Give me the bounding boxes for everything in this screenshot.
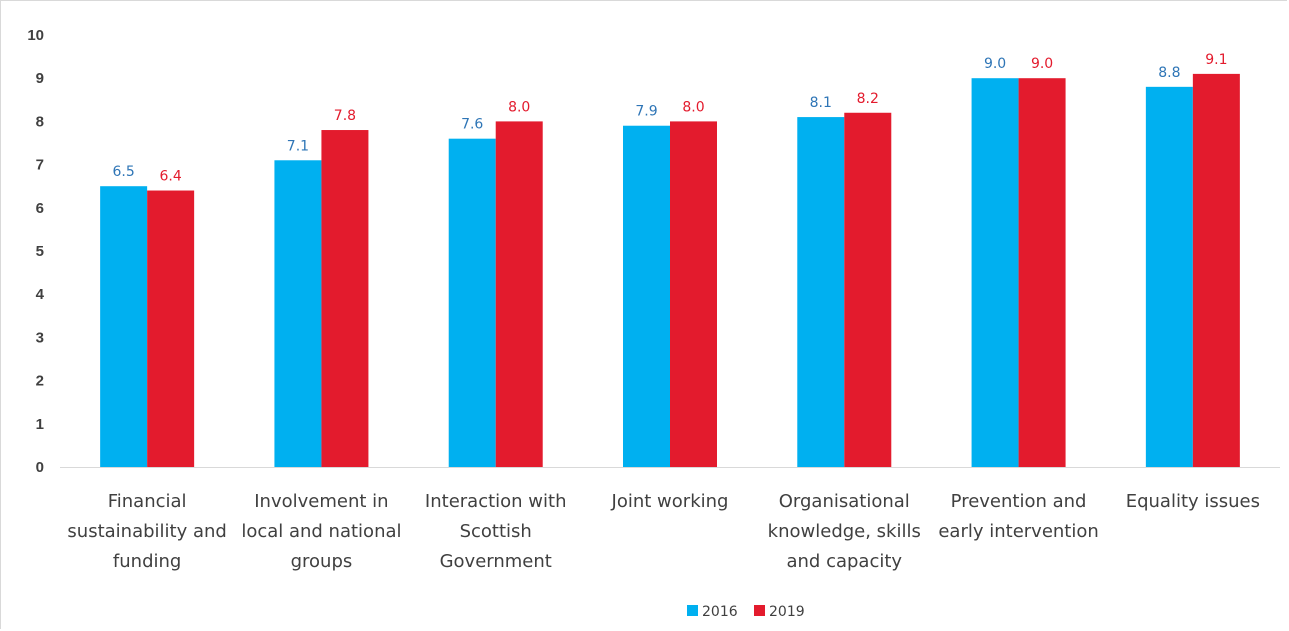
category-label: knowledge, skills [768, 521, 921, 542]
data-label-2019: 8.0 [508, 99, 530, 115]
data-label-2016: 8.8 [1158, 65, 1180, 81]
bar-2019 [670, 121, 717, 468]
category-label: Equality issues [1126, 491, 1260, 512]
y-tick-label: 8 [36, 113, 44, 130]
data-label-2019: 7.8 [334, 108, 356, 124]
data-label-2019: 9.0 [1031, 56, 1053, 72]
bar-2016 [1145, 86, 1193, 467]
y-tick-label: 2 [36, 373, 44, 390]
data-label-2016: 7.9 [635, 104, 657, 120]
y-tick-label: 1 [36, 416, 44, 433]
data-label-2019: 6.4 [160, 169, 182, 185]
category-label: groups [291, 551, 353, 572]
data-label-2019: 8.2 [857, 91, 879, 107]
legend-label-2019: 2019 [769, 604, 805, 620]
y-tick-label: 3 [36, 329, 44, 346]
bar-2016 [100, 186, 148, 467]
bar-2016 [797, 117, 845, 467]
legend-swatch-2019 [754, 605, 765, 616]
bar-2016 [448, 138, 496, 467]
bar-2016 [971, 78, 1019, 467]
category-label: Organisational [779, 491, 910, 512]
y-tick-label: 10 [27, 27, 44, 44]
category-label: Government [440, 551, 552, 572]
category-label: Involvement in [254, 491, 388, 512]
data-label-2019: 8.0 [682, 99, 704, 115]
y-tick-label: 9 [36, 70, 44, 87]
data-label-2016: 6.5 [113, 164, 135, 180]
category-label: funding [113, 551, 181, 572]
bar-2019 [1192, 73, 1240, 467]
bar-2019 [844, 112, 892, 467]
category-label: sustainability and [67, 521, 226, 542]
category-label: Joint working [611, 491, 729, 512]
bar-2019 [495, 121, 543, 468]
category-label: Interaction with [425, 491, 567, 512]
legend-label-2016: 2016 [702, 604, 738, 620]
data-label-2019: 9.1 [1205, 52, 1227, 68]
category-label: and capacity [786, 551, 902, 572]
category-label: early intervention [938, 521, 1098, 542]
y-tick-label: 6 [36, 200, 44, 217]
y-tick-label: 0 [36, 459, 44, 476]
category-label: local and national [241, 521, 401, 542]
y-tick-label: 7 [36, 157, 44, 174]
category-label: Prevention and [951, 491, 1087, 512]
bar-2019 [147, 190, 195, 467]
category-label: Scottish [460, 521, 532, 542]
bar-2016 [623, 125, 670, 467]
data-label-2016: 7.1 [287, 138, 309, 154]
data-label-2016: 9.0 [984, 56, 1006, 72]
legend-swatch-2016 [687, 605, 698, 616]
bar-2016 [274, 160, 322, 467]
bar-2019 [1018, 78, 1066, 467]
data-label-2016: 8.1 [810, 95, 832, 111]
y-tick-label: 5 [36, 243, 44, 260]
y-tick-label: 4 [36, 286, 45, 303]
bar-2019 [321, 130, 369, 468]
data-label-2016: 7.6 [461, 117, 483, 133]
category-label: Financial [108, 491, 187, 512]
